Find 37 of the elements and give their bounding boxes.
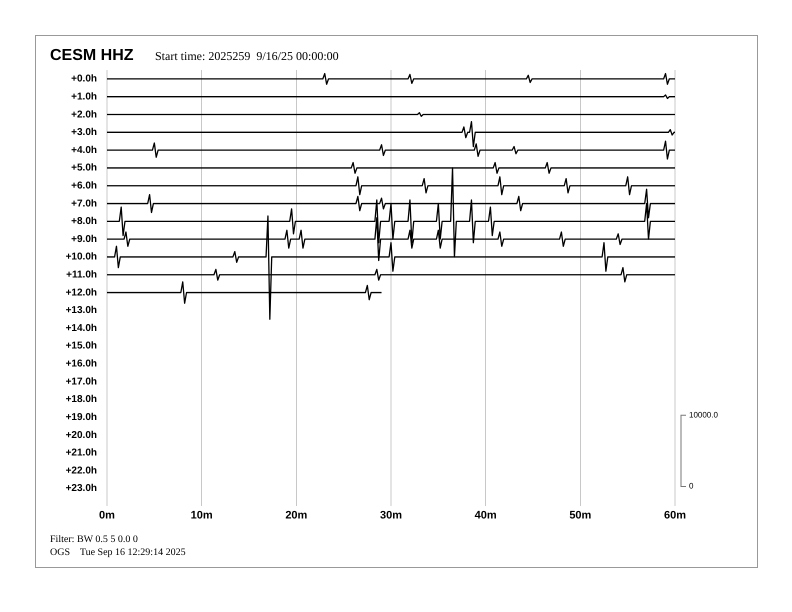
y-tick-label: +21.0h [66, 448, 97, 459]
y-tick-label: +14.0h [66, 322, 97, 334]
x-tick-label: 10m [190, 510, 213, 522]
y-tick-label: +20.0h [66, 430, 97, 441]
y-tick-label: +13.0h [66, 305, 97, 316]
y2-tick-label: 10000.0 [689, 410, 718, 420]
y-tick-label: +0.0h [71, 74, 97, 85]
y-tick-label: +19.0h [66, 412, 97, 423]
y-tick-label: +18.0h [66, 394, 97, 406]
y-tick-label: +16.0h [66, 358, 97, 370]
y-tick-label: +6.0h [71, 180, 97, 192]
y-tick-label: +5.0h [71, 162, 97, 174]
x-tick-label: 50m [569, 510, 592, 522]
x-tick-label: 40m [474, 510, 497, 522]
y-tick-label: +1.0h [71, 91, 97, 102]
y-tick-label: +9.0h [71, 234, 97, 245]
x-tick-label: 20m [285, 510, 308, 522]
y-tick-label: +22.0h [66, 465, 97, 476]
text: OGS Tue Sep 16 12:29:14 2025 [50, 547, 186, 558]
chart-subtitle: Start time: 2025259 9/16/25 00:00:00 [155, 49, 339, 63]
y-tick-label: +8.0h [71, 216, 97, 228]
chart-title: CESM HHZ [50, 47, 134, 64]
y-tick-label: +12.0h [66, 287, 97, 298]
text: Filter: BW 0.5 5 0.0 0 [50, 534, 138, 545]
y-tick-label: +3.0h [71, 127, 97, 138]
x-tick-label: 60m [664, 510, 686, 522]
y-tick-label: +4.0h [71, 144, 97, 156]
y-tick-label: +2.0h [71, 109, 97, 120]
y-tick-label: +11.0h [66, 270, 97, 281]
x-tick-label: 0m [99, 510, 116, 522]
y-tick-label: +10.0h [66, 252, 97, 263]
y2-tick-label: 0 [689, 482, 694, 491]
y-tick-label: +23.0h [66, 483, 97, 494]
x-tick-label: 30m [380, 510, 402, 522]
y-tick-label: +7.0h [71, 198, 97, 210]
y-tick-label: +17.0h [66, 376, 97, 388]
y-tick-label: +15.0h [66, 340, 97, 352]
